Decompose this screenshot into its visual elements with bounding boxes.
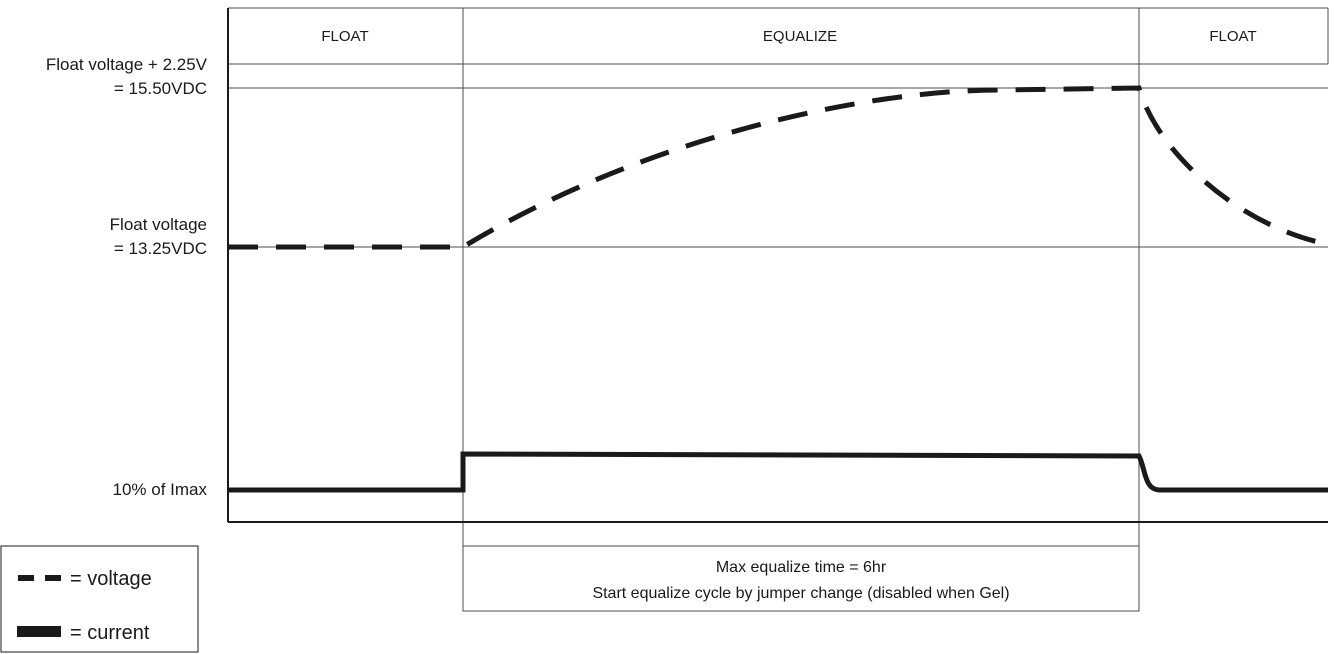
- y-label-float-voltage-line2: = 13.25VDC: [114, 239, 207, 258]
- phase-header: [228, 7, 1329, 65]
- legend-current-label: = current: [70, 622, 150, 644]
- note-line-1: Max equalize time = 6hr: [716, 559, 887, 576]
- phase-label-float-2: FLOAT: [1209, 28, 1256, 45]
- y-label-float-voltage-line1: Float voltage: [110, 215, 207, 234]
- legend-box: [0, 545, 199, 653]
- note-box: [462, 545, 1140, 612]
- legend-current-swatch: [17, 626, 61, 637]
- reference-lines: [228, 87, 1328, 248]
- y-label-equalize-voltage-line2: = 15.50VDC: [114, 79, 207, 98]
- phase-label-equalize: EQUALIZE: [763, 28, 837, 45]
- voltage-curve: [228, 85, 1329, 250]
- phase-label-float-1: FLOAT: [321, 28, 368, 45]
- y-label-float-current: 10% of Imax: [113, 480, 208, 499]
- note-line-2: Start equalize cycle by jumper change (d…: [592, 585, 1009, 602]
- axes: [227, 8, 1328, 523]
- y-label-equalize-voltage-line1: Float voltage + 2.25V: [46, 55, 208, 74]
- legend-voltage-label: = voltage: [70, 568, 152, 590]
- phase-boundaries: [462, 8, 1140, 611]
- current-curve: [228, 451, 1328, 493]
